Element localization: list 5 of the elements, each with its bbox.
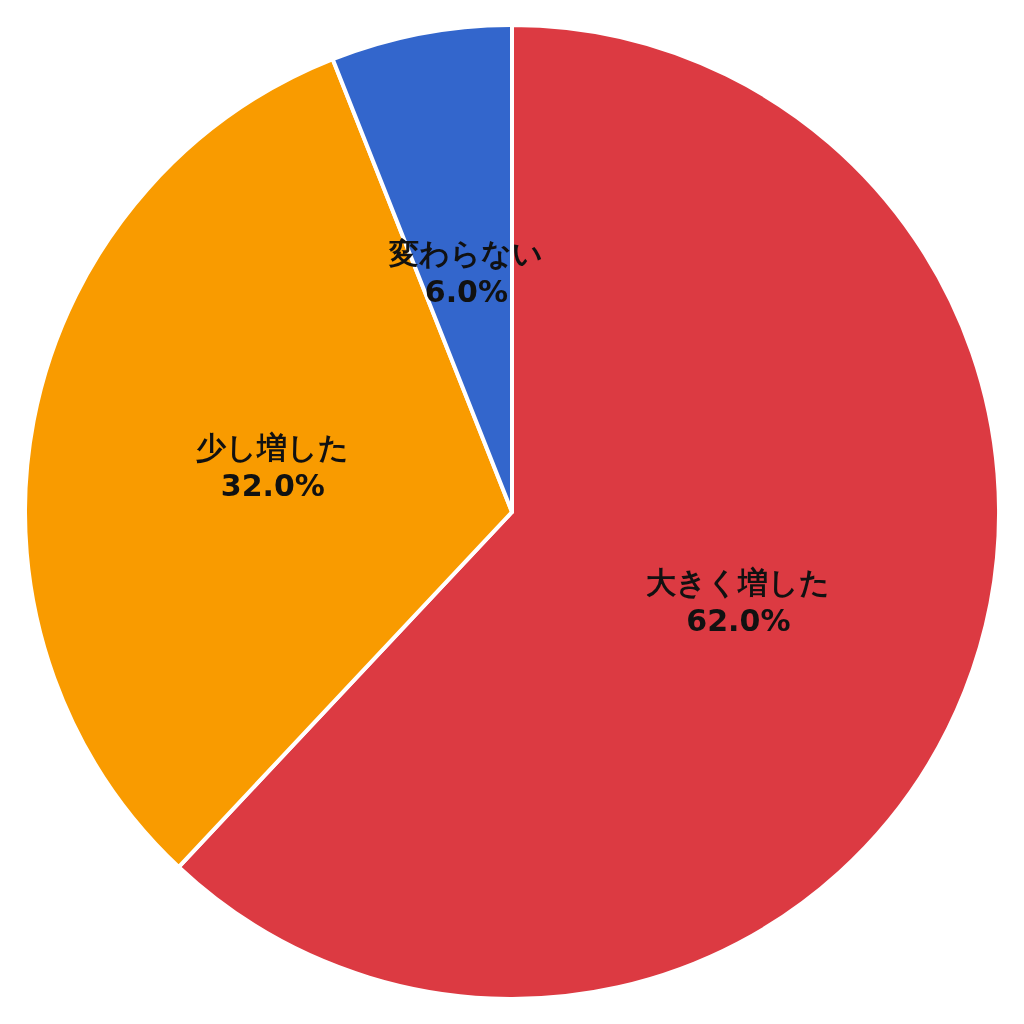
- data-label: 32.0%: [220, 467, 325, 503]
- data-label: 6.0%: [424, 274, 508, 310]
- slice-label: 大きく増した: [646, 565, 831, 601]
- data-label: 62.0%: [686, 603, 791, 639]
- slice-label: 少し増した: [196, 429, 350, 465]
